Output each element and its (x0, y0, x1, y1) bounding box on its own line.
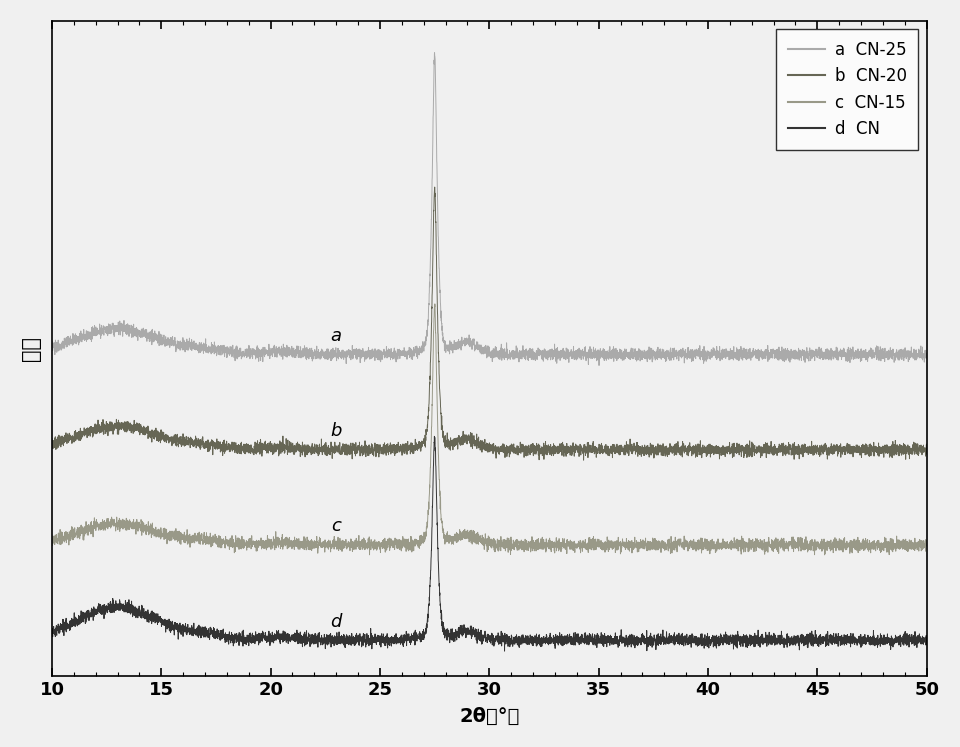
Text: b: b (330, 422, 342, 440)
Text: a: a (331, 326, 342, 345)
Text: d: d (330, 613, 342, 630)
Legend: a  CN-25, b  CN-20, c  CN-15, d  CN: a CN-25, b CN-20, c CN-15, d CN (777, 29, 919, 149)
Text: c: c (331, 518, 341, 536)
Y-axis label: 强度: 强度 (21, 336, 41, 361)
X-axis label: 2θ（°）: 2θ（°） (459, 707, 519, 726)
